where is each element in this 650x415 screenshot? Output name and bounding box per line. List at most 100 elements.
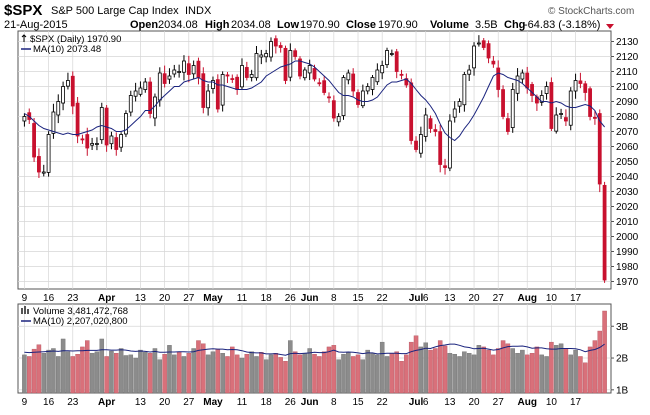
volume-x-label: 18 — [261, 397, 273, 408]
candle-body — [46, 134, 51, 173]
volume-bar — [288, 340, 293, 394]
volume-bar — [592, 340, 598, 394]
candle-body — [138, 87, 143, 95]
candle-body — [327, 96, 331, 99]
candle-body — [486, 43, 491, 59]
candle — [322, 76, 327, 96]
volume-bar — [379, 341, 385, 394]
price-x-label: 27 — [493, 293, 505, 304]
candle — [317, 78, 322, 87]
candle-body — [95, 143, 99, 145]
candle-body — [385, 50, 389, 66]
candle-body — [433, 129, 438, 132]
candle-body — [356, 92, 360, 105]
candle — [66, 72, 70, 90]
candle — [554, 107, 559, 134]
down-arrow-icon — [606, 24, 614, 29]
candle — [95, 137, 99, 151]
chg-label: Chg — [504, 19, 525, 31]
price-x-label: 20 — [159, 293, 171, 304]
candle-body — [148, 81, 153, 114]
candle-body — [399, 73, 404, 76]
candle-body — [307, 65, 312, 74]
candle — [41, 164, 46, 177]
price-x-label: Aug — [518, 293, 537, 304]
volume-bar — [587, 346, 593, 394]
volume-bar — [128, 354, 134, 394]
candle — [360, 84, 365, 109]
candle-body — [380, 65, 385, 74]
price-tick-label: 2000 — [616, 232, 639, 243]
candle — [564, 109, 568, 126]
candle — [588, 86, 592, 121]
candle-body — [298, 58, 302, 77]
volume-bar — [89, 353, 95, 394]
candle-body — [539, 95, 544, 103]
price-tick-label: 2090 — [616, 97, 639, 108]
candle — [138, 81, 143, 97]
volume-bar — [549, 341, 554, 394]
index-name: S&P 500 Large Cap Index — [51, 5, 179, 17]
candle-body — [530, 84, 534, 96]
candle-body — [56, 101, 61, 116]
candle-body — [501, 89, 505, 117]
candle-body — [496, 67, 501, 90]
volume-bar — [457, 356, 462, 394]
price-x-label: 9 — [22, 293, 28, 304]
candle — [476, 35, 481, 47]
volume-bar — [263, 359, 269, 394]
volume-bar — [491, 354, 496, 394]
volume-bar — [399, 361, 404, 394]
volume-bar — [138, 349, 143, 394]
volume-bar — [152, 348, 158, 394]
candle — [186, 55, 191, 83]
volume-bar — [22, 354, 27, 394]
volume-x-label: Aug — [518, 397, 537, 408]
volume-bar — [408, 341, 414, 394]
candle — [298, 56, 302, 80]
volume-bar — [249, 351, 254, 394]
candle — [90, 137, 95, 151]
candle — [515, 68, 520, 101]
candle — [167, 68, 172, 84]
volume-x-label: 22 — [377, 397, 389, 408]
volume-bar — [283, 361, 288, 394]
candle-body — [573, 80, 578, 92]
volume-ma-line — [24, 343, 605, 356]
candle-body — [583, 83, 588, 93]
candle-body — [602, 184, 607, 281]
volume-bar — [404, 354, 409, 394]
candle-body — [341, 77, 346, 117]
volume-bar — [597, 330, 603, 394]
volume-bar — [515, 353, 520, 394]
price-tick-label: 2060 — [616, 142, 639, 153]
volume-bar — [384, 356, 390, 394]
volume-bar — [413, 335, 419, 394]
candle-body — [360, 90, 365, 107]
open-label: Open — [130, 19, 158, 31]
candle — [539, 90, 544, 106]
candle-body — [549, 82, 554, 129]
candle-body — [389, 53, 394, 55]
volume-bar — [336, 359, 341, 394]
volume-bar — [109, 350, 114, 394]
volume-bar — [186, 353, 192, 394]
volume-x-label: 20 — [468, 397, 480, 408]
candle — [336, 113, 341, 127]
volume-icon-bar — [21, 308, 23, 314]
candle — [573, 73, 578, 99]
volume-bar — [544, 356, 549, 394]
candle — [211, 76, 215, 94]
volume-bar — [51, 348, 56, 394]
candle-body — [476, 42, 481, 45]
price-y-axis: 1970 1980 1990 2000 2010 2020 2030 2040 2050 2060… — [611, 37, 639, 288]
candle-body — [472, 45, 476, 69]
candle — [124, 110, 128, 138]
volume-bar — [292, 351, 298, 394]
price-x-label: 11 — [237, 293, 248, 304]
volume-bar — [234, 354, 240, 394]
volume-x-label: 13 — [135, 397, 147, 408]
candle-body — [177, 71, 182, 73]
candle-body — [438, 131, 443, 165]
volume-bar — [60, 338, 66, 394]
